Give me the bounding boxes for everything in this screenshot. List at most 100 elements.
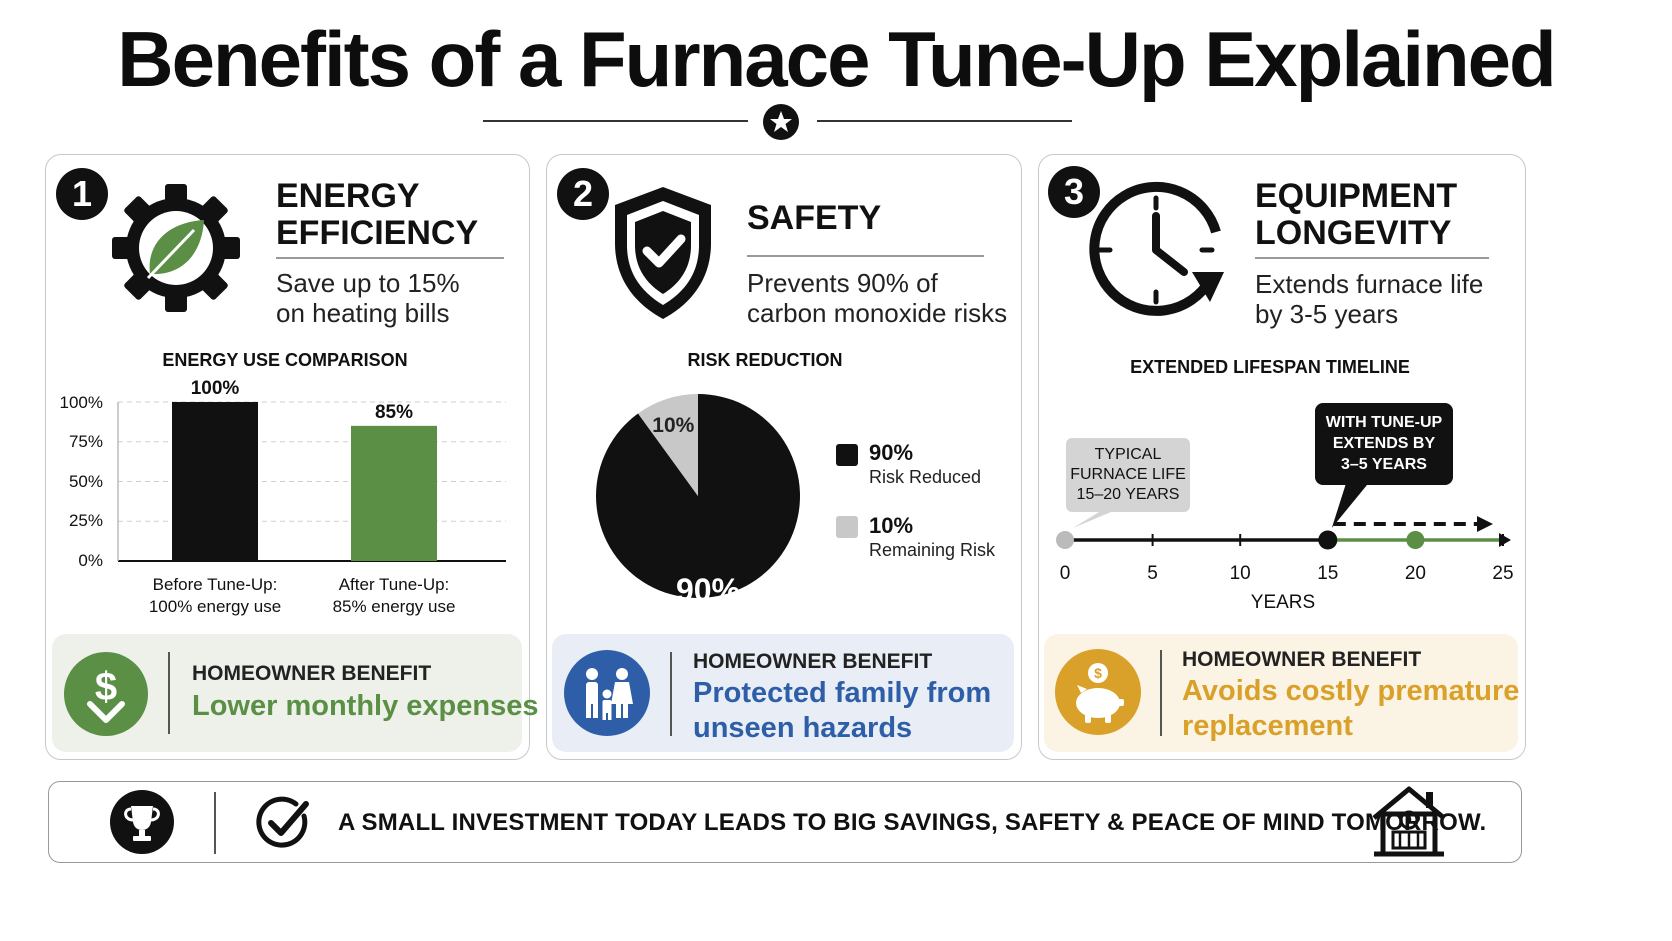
- card-title-line: LONGEVITY: [1255, 214, 1452, 252]
- x-category-label: After Tune-Up: 85% energy use: [309, 574, 479, 618]
- pie-data-label: 90%: [676, 572, 740, 604]
- callout-line: FURNACE LIFE: [1070, 466, 1186, 483]
- card-title-line: ENERGY: [276, 177, 420, 215]
- x-tick-label: 25: [1492, 563, 1514, 584]
- callout-with-tuneup: WITH TUNE-UP EXTENDS BY 3–5 YEARS: [1315, 403, 1453, 485]
- legend-swatch: [836, 516, 858, 538]
- benefit-text-line: unseen hazards: [693, 712, 913, 744]
- x-tick-label: 10: [1229, 563, 1251, 584]
- benefit-text-line: Protected family from: [693, 677, 992, 709]
- chart-title: EXTENDED LIFESPAN TIMELINE: [1130, 357, 1410, 377]
- card-number: 3: [1048, 166, 1100, 218]
- bar-data-label: 100%: [191, 378, 240, 399]
- pie-slice: [638, 394, 698, 496]
- benefit-divider: [1160, 650, 1162, 736]
- dollar-down-icon: $: [64, 652, 148, 736]
- bar: [351, 425, 437, 561]
- divider: [747, 255, 984, 257]
- card-number: 2: [557, 168, 609, 220]
- benefit-divider: [168, 652, 170, 734]
- y-tick-label: 0%: [78, 551, 103, 570]
- x-tick-label: 15: [1317, 563, 1339, 584]
- callout-line: EXTENDS BY: [1332, 435, 1436, 452]
- timeline-typical-marker: [1318, 530, 1338, 550]
- card-subtitle-line: by 3-5 years: [1255, 299, 1399, 329]
- benefit-text: Lower monthly expenses: [192, 690, 539, 722]
- x-category-line: 85% energy use: [332, 597, 456, 616]
- legend-value: 90%: [869, 440, 914, 465]
- callout-typical-life: TYPICAL FURNACE LIFE 15–20 YEARS: [1066, 438, 1190, 512]
- risk-pie-chart: 90% 10%: [596, 394, 800, 604]
- x-category-label: Before Tune-Up: 100% energy use: [130, 574, 300, 618]
- divider: [1255, 257, 1489, 259]
- star-icon: [763, 104, 799, 140]
- bar: [172, 402, 258, 561]
- footer-divider: [214, 792, 216, 854]
- legend-label: Risk Reduced: [869, 467, 982, 487]
- piggy-bank-icon: $: [1055, 649, 1141, 735]
- card-subtitle-line: Extends furnace life: [1255, 269, 1484, 299]
- card-title-line: EQUIPMENT: [1255, 177, 1458, 215]
- benefit-heading: HOMEOWNER BENEFIT: [192, 662, 432, 685]
- divider: [276, 257, 504, 259]
- extension-arrowhead: [1477, 516, 1493, 532]
- gear-leaf-icon: [110, 182, 242, 314]
- legend-value: 10%: [869, 513, 914, 538]
- benefit-divider: [670, 652, 672, 736]
- chart-title: ENERGY USE COMPARISON: [162, 350, 408, 370]
- card-title: EQUIPMENT LONGEVITY: [1255, 178, 1457, 252]
- title-divider-right: [817, 120, 1072, 122]
- card-subtitle: Extends furnace life by 3-5 years: [1255, 269, 1483, 329]
- card-subtitle: Save up to 15% on heating bills: [276, 268, 460, 328]
- card-title: SAFETY: [747, 199, 882, 237]
- card-title: ENERGY EFFICIENCY: [276, 178, 478, 252]
- benefit-text: Avoids costly premature replacement: [1182, 674, 1519, 744]
- benefit-heading: HOMEOWNER BENEFIT: [693, 650, 933, 673]
- energy-bar-chart: 100% 85%: [117, 378, 506, 562]
- legend-label: Remaining Risk: [869, 540, 996, 560]
- lifespan-timeline-chart: [1056, 484, 1511, 550]
- benefit-text-line: replacement: [1182, 710, 1353, 742]
- house-furnace-icon: [1370, 784, 1448, 858]
- svg-text:$: $: [95, 665, 117, 709]
- timeline-extended-marker: [1406, 531, 1425, 549]
- legend-swatch: [836, 444, 858, 466]
- card-subtitle: Prevents 90% of carbon monoxide risks: [747, 268, 1007, 328]
- checkmark-circle-icon: [254, 794, 312, 852]
- clock-icon: [1088, 180, 1238, 320]
- y-tick-label: 75%: [68, 432, 103, 451]
- trophy-icon: [110, 790, 174, 854]
- x-category-line: Before Tune-Up:: [152, 575, 278, 594]
- card-subtitle-line: carbon monoxide risks: [747, 298, 1008, 328]
- callout-line: TYPICAL: [1094, 446, 1162, 463]
- y-tick-label: 100%: [59, 393, 103, 412]
- title-divider-left: [483, 120, 748, 122]
- card-subtitle-line: on heating bills: [276, 298, 450, 328]
- y-tick-label: 25%: [68, 511, 103, 530]
- x-tick-label: 5: [1147, 563, 1158, 584]
- y-tick-label: 50%: [68, 472, 103, 491]
- benefit-heading: HOMEOWNER BENEFIT: [1182, 648, 1422, 671]
- benefit-text-line: Avoids costly premature: [1182, 675, 1520, 707]
- x-axis-label: YEARS: [1250, 592, 1316, 613]
- x-category-line: After Tune-Up:: [338, 575, 450, 594]
- page-title: Benefits of a Furnace Tune-Up Explained: [117, 15, 1556, 103]
- shield-check-icon: [607, 183, 719, 323]
- card-subtitle-line: Prevents 90% of: [747, 268, 938, 298]
- chart-title: RISK REDUCTION: [687, 350, 843, 370]
- card-title-line: EFFICIENCY: [276, 214, 479, 252]
- x-tick-label: 20: [1404, 563, 1426, 584]
- family-icon: [564, 650, 650, 736]
- callout-pointer: [1331, 484, 1368, 528]
- timeline-start-marker: [1056, 531, 1074, 549]
- card-subtitle-line: Save up to 15%: [276, 268, 460, 298]
- timeline-arrowhead: [1499, 533, 1511, 547]
- callout-line: 3–5 YEARS: [1341, 456, 1427, 473]
- card-number: 1: [56, 168, 108, 220]
- callout-pointer: [1073, 512, 1111, 528]
- x-category-line: 100% energy use: [148, 597, 282, 616]
- footer-tagline: A SMALL INVESTMENT TODAY LEADS TO BIG SA…: [338, 809, 1487, 836]
- pie-data-label: 10%: [652, 414, 694, 437]
- svg-text:$: $: [1094, 665, 1102, 681]
- x-tick-label: 0: [1059, 563, 1071, 584]
